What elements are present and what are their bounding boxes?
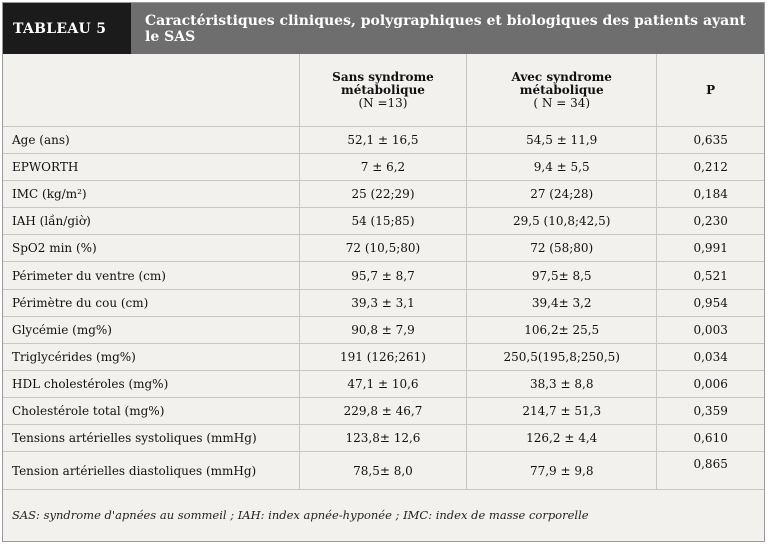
header-b-line2: métabolique (519, 82, 604, 97)
row-label: Cholestérole total (mg%) (3, 397, 300, 426)
row-label: Age (ans) (3, 126, 300, 155)
header-b-line1: Avec syndrome (511, 69, 612, 84)
p-value: 0,003 (656, 316, 764, 344)
table-row: HDL cholestéroles (mg%) 47,1 ± 10,6 38,3 ±… (3, 370, 764, 398)
value-with-metabolic: 106,2± 25,5 (466, 316, 658, 344)
value-with-metabolic: 27 (24;28) (466, 180, 658, 209)
row-label: Tensions artérielles systoliques (mmHg) (3, 424, 300, 453)
row-label: EPWORTH (3, 153, 300, 182)
header-a-line1: Sans syndrome (332, 69, 434, 84)
p-value: 0,635 (656, 126, 764, 155)
value-without-metabolic: 52,1 ± 16,5 (299, 126, 468, 155)
table-title: Caractéristiques cliniques, polygraphiqu… (131, 3, 764, 54)
table-row: IAH (lần/giờ) 54 (15;85) 29,5 (10,8;42,5) 0… (3, 207, 764, 236)
value-without-metabolic: 78,5± 8,0 (299, 451, 468, 491)
row-label: IAH (lần/giờ) (3, 207, 300, 236)
row-label: Périmètre du cou (cm) (3, 289, 300, 317)
table-row: EPWORTH 7 ± 6,2 9,4 ± 5,5 0,212 (3, 153, 764, 182)
p-value: 0,610 (656, 424, 764, 453)
p-value: 0,184 (656, 180, 764, 209)
header-a-line3: (N =13) (358, 95, 408, 110)
data-table: Sans syndrome métabolique (N =13) Avec s… (3, 54, 764, 491)
header-p-value: P (656, 54, 764, 127)
row-label: Glycémie (mg%) (3, 316, 300, 344)
value-without-metabolic: 191 (126;261) (299, 343, 468, 371)
value-with-metabolic: 97,5± 8,5 (466, 261, 658, 290)
table-row: Périmeter du ventre (cm) 95,7 ± 8,7 97,5± … (3, 261, 764, 290)
row-label: Tension artérielles diastoliques (mmHg) (3, 451, 300, 491)
table-row: Age (ans) 52,1 ± 16,5 54,5 ± 11,9 0,635 (3, 126, 764, 155)
value-without-metabolic: 54 (15;85) (299, 207, 468, 236)
p-value: 0,212 (656, 153, 764, 182)
header-label-cell (3, 54, 300, 127)
value-with-metabolic: 126,2 ± 4,4 (466, 424, 658, 453)
table-row: IMC (kg/m²) 25 (22;29) 27 (24;28) 0,184 (3, 180, 764, 209)
value-without-metabolic: 95,7 ± 8,7 (299, 261, 468, 290)
value-without-metabolic: 47,1 ± 10,6 (299, 370, 468, 398)
p-value: 0,954 (656, 289, 764, 317)
p-value: 0,521 (656, 261, 764, 290)
row-label: Triglycérides (mg%) (3, 343, 300, 371)
table-row: Triglycérides (mg%) 191 (126;261) 250,5(19… (3, 343, 764, 371)
value-with-metabolic: 29,5 (10,8;42,5) (466, 207, 658, 236)
table-row: Tension artérielles diastoliques (mmHg) 7… (3, 451, 764, 491)
value-without-metabolic: 72 (10,5;80) (299, 234, 468, 263)
row-label: IMC (kg/m²) (3, 180, 300, 209)
header-with-metabolic: Avec syndrome métabolique ( N = 34) (466, 54, 658, 127)
value-without-metabolic: 229,8 ± 46,7 (299, 397, 468, 426)
table-header: TABLEAU 5 Caractéristiques cliniques, po… (3, 3, 764, 54)
header-a-line2: métabolique (341, 82, 425, 97)
value-without-metabolic: 39,3 ± 3,1 (299, 289, 468, 317)
header-without-metabolic: Sans syndrome métabolique (N =13) (299, 54, 468, 127)
value-with-metabolic: 72 (58;80) (466, 234, 658, 263)
table-row: Cholestérole total (mg%) 229,8 ± 46,7 214,… (3, 397, 764, 426)
row-label: HDL cholestéroles (mg%) (3, 370, 300, 398)
value-without-metabolic: 25 (22;29) (299, 180, 468, 209)
table-body: Age (ans) 52,1 ± 16,5 54,5 ± 11,9 0,635 EPWO… (3, 126, 764, 491)
p-value: 0,034 (656, 343, 764, 371)
p-value: 0,006 (656, 370, 764, 398)
table-row: Périmètre du cou (cm) 39,3 ± 3,1 39,4± 3,2… (3, 289, 764, 317)
header-p-label: P (706, 82, 716, 97)
table-row: Glycémie (mg%) 90,8 ± 7,9 106,2± 25,5 0,003 (3, 316, 764, 344)
value-without-metabolic: 7 ± 6,2 (299, 153, 468, 182)
footnote: SAS: syndrome d'apnées au sommeil ; IAH:… (12, 508, 589, 522)
header-b-line3: ( N = 34) (533, 95, 591, 110)
table-row: SpO2 min (%) 72 (10,5;80) 72 (58;80) 0,991 (3, 234, 764, 263)
value-with-metabolic: 214,7 ± 51,3 (466, 397, 658, 426)
value-with-metabolic: 77,9 ± 9,8 (466, 451, 658, 491)
value-with-metabolic: 250,5(195,8;250,5) (466, 343, 658, 371)
value-with-metabolic: 38,3 ± 8,8 (466, 370, 658, 398)
table-number: TABLEAU 5 (3, 3, 131, 54)
p-value: 0,230 (656, 207, 764, 236)
value-without-metabolic: 90,8 ± 7,9 (299, 316, 468, 344)
p-value: 0,865 (656, 451, 764, 491)
header-row: Sans syndrome métabolique (N =13) Avec s… (3, 54, 764, 127)
value-with-metabolic: 39,4± 3,2 (466, 289, 658, 317)
value-without-metabolic: 123,8± 12,6 (299, 424, 468, 453)
row-label: Périmeter du ventre (cm) (3, 261, 300, 290)
p-value: 0,991 (656, 234, 764, 263)
p-value: 0,359 (656, 397, 764, 426)
value-with-metabolic: 54,5 ± 11,9 (466, 126, 658, 155)
table-row: Tensions artérielles systoliques (mmHg) 1… (3, 424, 764, 453)
value-with-metabolic: 9,4 ± 5,5 (466, 153, 658, 182)
row-label: SpO2 min (%) (3, 234, 300, 263)
